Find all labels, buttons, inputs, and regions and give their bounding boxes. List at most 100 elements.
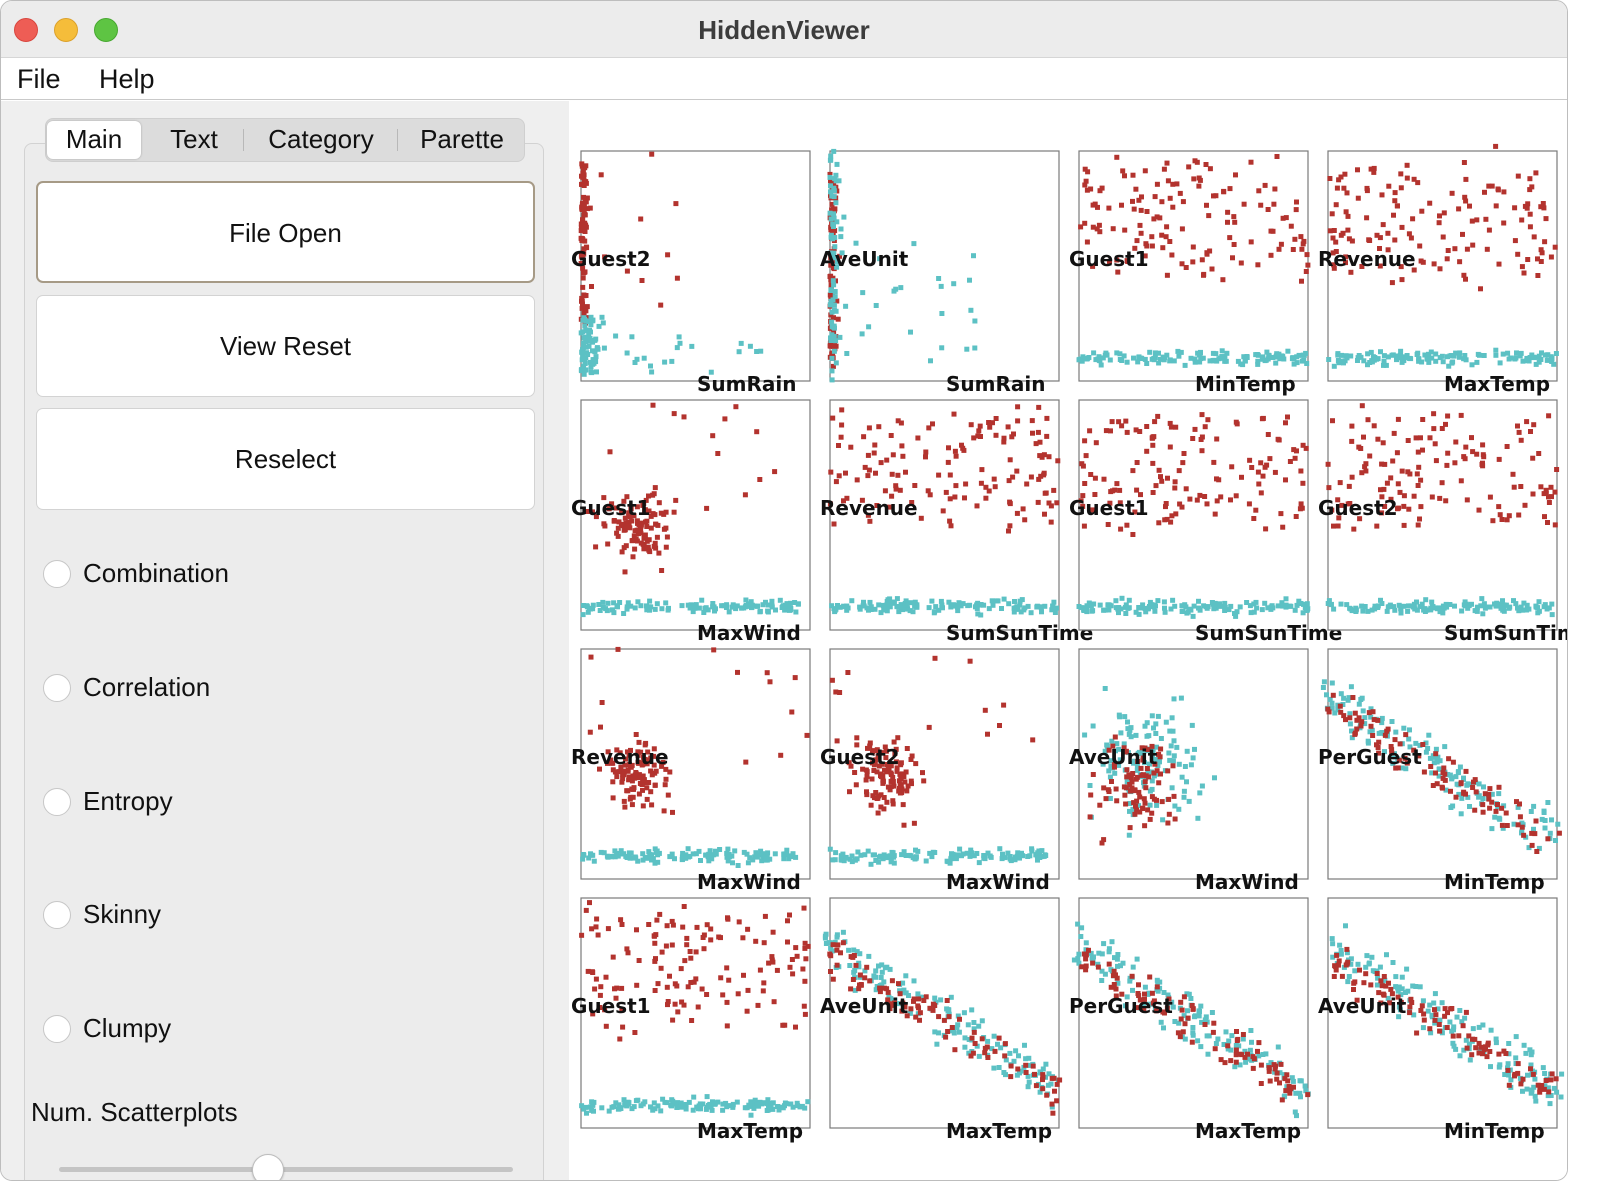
scatter-point [1233, 1052, 1239, 1058]
maximize-button[interactable] [94, 18, 118, 42]
scatter-point [1487, 1049, 1493, 1054]
scatter-point [1290, 1078, 1296, 1084]
scatter-point [1154, 984, 1160, 990]
num-scatterplots-slider-knob[interactable] [252, 1154, 284, 1180]
scatter-point [1147, 788, 1153, 794]
scatter-point [1012, 599, 1017, 604]
scatter-point [827, 341, 833, 347]
scatter-point [861, 603, 867, 609]
scatter-point [995, 1041, 1000, 1047]
scatter-point [1497, 816, 1503, 822]
scatter-point [1434, 781, 1440, 787]
scatter-point [1487, 805, 1493, 811]
menu-help[interactable]: Help [99, 64, 155, 94]
scatter-point [927, 850, 933, 856]
scatter-point [907, 608, 913, 614]
scatter-point [586, 319, 592, 325]
scatter-point [583, 318, 589, 324]
tab-text[interactable]: Text [170, 124, 218, 154]
scatter-point [1493, 143, 1499, 149]
scatter-point [1172, 603, 1178, 609]
close-button[interactable] [14, 18, 38, 42]
scatter-point [1142, 723, 1148, 729]
scatter-point [1338, 174, 1344, 180]
scatter-point [1464, 782, 1470, 788]
radio-button[interactable] [43, 560, 71, 588]
scatter-point [1331, 974, 1337, 979]
scatter-point [1120, 960, 1126, 966]
tab-main[interactable]: Main [47, 121, 141, 159]
minimize-button[interactable] [54, 18, 78, 42]
tab-parette[interactable]: Parette [420, 124, 504, 154]
scatter-point [1227, 186, 1233, 192]
view-reset-button[interactable]: View Reset [36, 295, 535, 397]
scatter-point [620, 1024, 626, 1030]
scatter-point [1403, 732, 1409, 738]
scatter-point [1303, 445, 1309, 451]
scatter-point [589, 284, 594, 289]
scatter-point [1382, 461, 1388, 467]
scatter-point [1349, 735, 1355, 741]
num-scatterplots-slider-track[interactable] [59, 1167, 513, 1172]
tab-category[interactable]: Category [268, 124, 374, 154]
scatter-point [977, 423, 983, 429]
scatter-point [1166, 996, 1172, 1002]
radio-button[interactable] [43, 901, 71, 929]
scatter-point [963, 481, 969, 487]
scatter-point [894, 765, 900, 771]
scatter-point [1362, 721, 1368, 727]
scatter-point [1274, 154, 1280, 159]
scatter-point [954, 1025, 960, 1031]
scatter-point [1250, 1065, 1256, 1071]
scatter-point [950, 603, 956, 608]
scatter-point [782, 851, 788, 857]
radio-button[interactable] [43, 788, 71, 816]
file-open-button[interactable]: File Open [36, 181, 535, 283]
scatter-point [703, 1106, 709, 1112]
scatter-point [615, 604, 620, 610]
scatter-point [1116, 610, 1121, 616]
radio-button[interactable] [43, 1015, 71, 1043]
scatter-point [829, 368, 835, 374]
scatter-point [604, 853, 610, 859]
scatter-point [627, 774, 632, 780]
scatter-point [635, 599, 641, 605]
scatter-point [978, 612, 984, 618]
reselect-button[interactable]: Reselect [36, 408, 535, 510]
scatter-point [735, 863, 741, 868]
scatter-point [1179, 1007, 1185, 1013]
scatter-point [1255, 358, 1261, 364]
scatter-point [1298, 234, 1304, 240]
scatter-point [632, 854, 638, 860]
scatter-point [941, 1017, 947, 1023]
menu-file[interactable]: File [17, 64, 61, 94]
scatter-point [580, 250, 586, 256]
radio-button[interactable] [43, 674, 71, 702]
scatter-point [1515, 804, 1521, 810]
scatterplot-cell[interactable]: Guest2SumSunTime [1318, 399, 1568, 645]
scatter-point [1333, 239, 1339, 245]
scatter-point [784, 1101, 790, 1107]
scatter-point [1331, 228, 1337, 233]
scatter-point [1411, 1012, 1417, 1018]
scatter-point [1255, 352, 1261, 358]
scatter-point [1124, 359, 1130, 365]
scatter-point [901, 822, 907, 828]
scatter-point [1350, 695, 1356, 700]
scatter-point [1117, 757, 1123, 763]
